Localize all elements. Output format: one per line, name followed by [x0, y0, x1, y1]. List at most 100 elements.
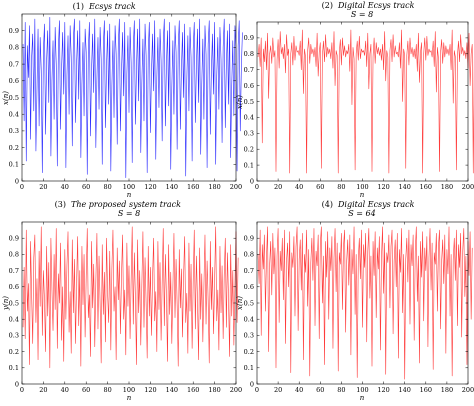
y-tick-label: 0.5: [9, 94, 19, 102]
x-tick-label: 120: [144, 183, 156, 191]
y-tick-label: 0: [15, 380, 19, 388]
y-tick-label: 0.1: [244, 161, 254, 169]
y-axis-label: y(n): [2, 296, 10, 311]
y-tick-label: 0.9: [244, 235, 254, 243]
panel-subtitle: S = 8: [351, 10, 373, 19]
y-tick-label: 0.7: [9, 60, 19, 68]
y-tick-label: 0.6: [244, 82, 254, 90]
x-tick-label: 120: [377, 386, 389, 394]
panel-label: (2): [322, 1, 333, 10]
series-line: [257, 29, 474, 174]
x-tick-label: 40: [61, 183, 69, 191]
x-tick-label: 180: [441, 386, 453, 394]
y-tick-label: 0.4: [244, 114, 254, 122]
x-tick-label: 160: [420, 183, 432, 191]
axes-frame: [256, 21, 469, 182]
y-tick-label: 0.3: [244, 332, 254, 340]
x-axis-label: n: [360, 191, 365, 199]
panel-title: Ecsys track: [88, 2, 136, 11]
x-tick-label: 40: [61, 386, 69, 394]
x-tick-label: 0: [20, 183, 24, 191]
y-tick-label: 0.3: [9, 332, 19, 340]
y-tick-label: 0.7: [9, 267, 19, 275]
x-tick-label: 40: [295, 183, 303, 191]
y-tick-label: 0.2: [9, 348, 19, 356]
panel-title: Digital Ecsys track: [337, 1, 415, 10]
x-tick-label: 20: [39, 183, 47, 191]
panel-label: (3): [55, 200, 66, 209]
x-axis-label: n: [127, 191, 132, 199]
y-tick-label: 0: [15, 177, 19, 185]
y-tick-label: 0.1: [9, 364, 19, 372]
x-tick-label: 180: [441, 183, 453, 191]
y-tick-label: 0.7: [244, 267, 254, 275]
x-tick-label: 140: [398, 183, 410, 191]
x-tick-label: 120: [377, 183, 389, 191]
panel-4: (4) Digital Ecsys track S = 64 0 20 40 60 80…: [236, 200, 474, 402]
series-line: [257, 226, 473, 380]
y-tick-label: 0.3: [9, 127, 19, 135]
panel-subtitle: S = 64: [348, 209, 375, 218]
x-tick-label: 80: [103, 183, 111, 191]
x-tick-label: 100: [356, 183, 368, 191]
panel-1: (1) Ecsys track 0 20 40 60 80 100 120 140 160 180…: [2, 2, 243, 199]
x-axis-label: n: [127, 394, 132, 402]
y-tick-label: 0.3: [244, 130, 254, 138]
y-tick-label: 0.6: [244, 283, 254, 291]
x-tick-label: 80: [337, 183, 345, 191]
y-tick-label: 0.8: [244, 251, 254, 259]
x-tick-label: 160: [420, 386, 432, 394]
y-tick-label: 0.9: [244, 34, 254, 42]
panel-2: (2) Digital Ecsys track S = 8 0 20 40 60 80 1…: [236, 1, 474, 199]
y-axis-label: x(n): [236, 95, 244, 109]
x-tick-label: 200: [462, 386, 474, 394]
x-tick-label: 0: [255, 386, 259, 394]
x-tick-label: 80: [337, 386, 345, 394]
panel-title: Digital Ecsys track: [337, 200, 415, 209]
y-tick-label: 0.5: [244, 98, 254, 106]
y-tick-label: 0.7: [244, 66, 254, 74]
y-tick-label: 0.8: [9, 251, 19, 259]
y-tick-label: 0: [250, 380, 254, 388]
y-tick-label: 0.1: [9, 161, 19, 169]
y-axis-label: x(n): [2, 91, 10, 105]
y-tick-label: 0.8: [244, 50, 254, 58]
x-tick-label: 20: [39, 386, 47, 394]
y-tick-label: 0.5: [244, 299, 254, 307]
y-tick-label: 0.2: [244, 146, 254, 154]
panel-3: (3) The proposed system track S = 8 0 20 4…: [2, 200, 242, 402]
y-tick-label: 0.4: [244, 316, 254, 324]
y-tick-label: 0.5: [9, 299, 19, 307]
x-tick-label: 160: [187, 183, 199, 191]
y-tick-label: 0.6: [9, 77, 19, 85]
panel-subtitle: S = 8: [118, 209, 140, 218]
y-tick-label: 0.1: [244, 364, 254, 372]
x-tick-label: 60: [316, 386, 324, 394]
y-tick-label: 0.2: [9, 144, 19, 152]
panel-title: The proposed system track: [71, 200, 181, 209]
x-tick-label: 180: [208, 386, 220, 394]
x-tick-label: 60: [82, 386, 90, 394]
x-tick-label: 200: [230, 386, 242, 394]
x-tick-label: 140: [398, 386, 410, 394]
y-tick-label: 0.6: [9, 283, 19, 291]
y-tick-label: 0.4: [9, 316, 19, 324]
y-tick-label: 0.4: [9, 111, 19, 119]
y-axis-label: x(n): [236, 296, 244, 310]
x-tick-label: 40: [295, 386, 303, 394]
x-axis-label: n: [360, 394, 365, 402]
x-tick-label: 140: [166, 386, 178, 394]
axes-frame: [21, 221, 237, 385]
x-tick-label: 60: [82, 183, 90, 191]
series-line: [22, 17, 243, 178]
y-tick-label: 0: [250, 177, 254, 185]
x-tick-label: 100: [123, 386, 135, 394]
y-tick-label: 0.9: [9, 235, 19, 243]
x-tick-label: 200: [230, 183, 242, 191]
x-tick-label: 100: [123, 183, 135, 191]
x-tick-label: 0: [255, 183, 259, 191]
x-tick-label: 20: [274, 386, 282, 394]
panel-label: (4): [322, 200, 333, 209]
x-tick-label: 120: [144, 386, 156, 394]
